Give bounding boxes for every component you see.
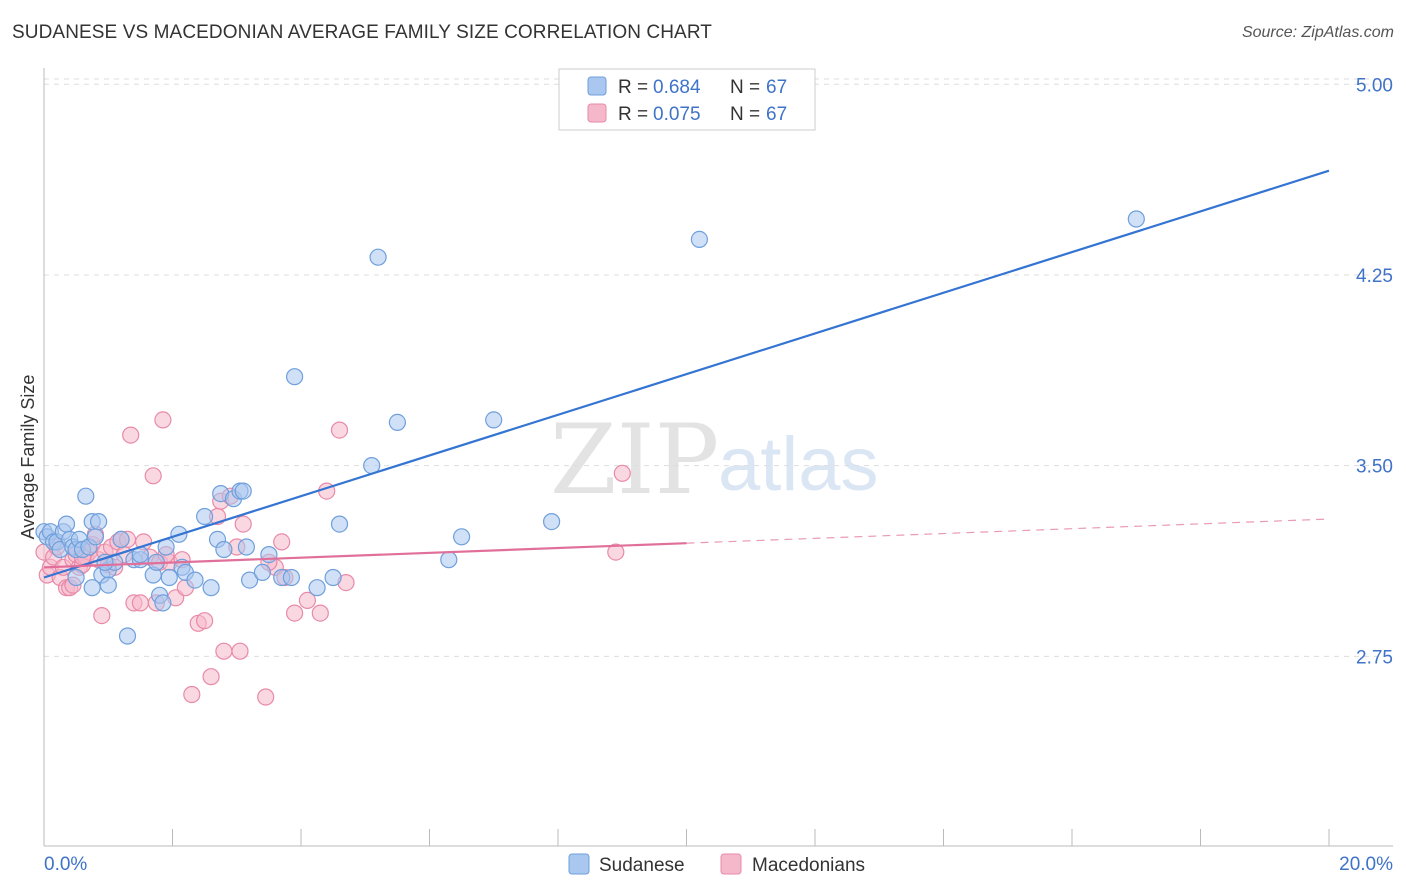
macedonians-point-61 xyxy=(607,543,625,561)
y-tick-label-3: 5.00 xyxy=(1356,75,1393,96)
legend-r-label-2: R = xyxy=(618,104,648,125)
macedonians-point-50 xyxy=(234,515,252,533)
x-ticks xyxy=(43,829,1330,846)
sudanese-point-7 xyxy=(57,515,76,533)
sudanese-point-64 xyxy=(215,540,233,559)
legend-swatch-macedonians xyxy=(587,103,607,123)
legend-n-label-1: N = xyxy=(730,77,760,98)
sudanese-point-62 xyxy=(1127,210,1145,228)
series-legend: Sudanese Macedonians xyxy=(568,853,865,876)
macedonians-point-42 xyxy=(196,612,214,630)
legend-r-value-2: 0.075 xyxy=(653,104,701,125)
trend-line-macedonians xyxy=(43,542,687,569)
gridlines xyxy=(44,78,1393,657)
sudanese-point-32 xyxy=(160,568,178,587)
watermark-zip: ZIP xyxy=(550,404,719,516)
legend-n-label-2: N = xyxy=(730,104,760,125)
sudanese-point-17 xyxy=(86,528,105,546)
sudanese-point-43 xyxy=(234,482,252,500)
sudanese-point-55 xyxy=(369,248,387,266)
x-tick-label-min: 0.0% xyxy=(44,854,87,875)
legend-r-label-1: R = xyxy=(618,77,648,98)
sudanese-point-14 xyxy=(77,487,95,505)
macedonians-point-40 xyxy=(183,685,201,704)
macedonians-point-49 xyxy=(231,642,249,660)
legend-n-value-2: 67 xyxy=(766,104,787,125)
sudanese-point-66 xyxy=(96,553,114,571)
legend-r-value-1: 0.684 xyxy=(653,77,701,98)
bottom-legend-swatch-sudanese xyxy=(568,853,590,875)
sudanese-point-50 xyxy=(286,368,304,386)
sudanese-point-45 xyxy=(241,571,259,589)
sudanese-point-36 xyxy=(186,571,204,589)
sudanese-point-51 xyxy=(308,579,326,597)
series-macedonians xyxy=(35,411,631,706)
macedonians-point-56 xyxy=(298,591,316,610)
sudanese-point-59 xyxy=(485,411,503,429)
macedonians-point-18 xyxy=(93,606,111,625)
sudanese-point-44 xyxy=(237,538,255,556)
macedonians-point-35 xyxy=(154,411,172,429)
macedonians-point-32 xyxy=(144,467,162,485)
sudanese-point-30 xyxy=(154,594,172,612)
legend-swatch-sudanese xyxy=(587,76,607,96)
sudanese-point-22 xyxy=(118,627,137,645)
legend-n-value-1: 67 xyxy=(766,77,787,98)
macedonians-point-29 xyxy=(131,594,149,612)
stats-legend: R = 0.684 N = 67 R = 0.075 N = 67 xyxy=(558,68,816,131)
macedonians-point-59 xyxy=(330,421,349,439)
sudanese-point-38 xyxy=(202,579,220,597)
macedonians-point-27 xyxy=(122,426,140,444)
trend-line-macedonians-extension xyxy=(686,518,1330,544)
macedonians-point-55 xyxy=(286,604,304,622)
sudanese-point-47 xyxy=(260,545,278,564)
y-tick-labels: 2.75 3.50 4.25 5.00 xyxy=(1356,75,1393,668)
sudanese-point-49 xyxy=(282,568,300,587)
y-axis-label: Average Family Size xyxy=(18,375,38,540)
y-tick-label-2: 4.25 xyxy=(1356,266,1393,287)
sudanese-point-65 xyxy=(112,530,130,549)
sudanese-point-21 xyxy=(99,576,117,594)
sudanese-point-57 xyxy=(440,551,458,569)
sudanese-point-37 xyxy=(196,507,214,526)
macedonians-point-43 xyxy=(202,668,220,686)
macedonians-point-46 xyxy=(215,642,233,660)
y-tick-label-0: 2.75 xyxy=(1356,647,1393,668)
chart-title: SUDANESE VS MACEDONIAN AVERAGE FAMILY SI… xyxy=(12,22,713,43)
macedonians-point-57 xyxy=(311,604,329,622)
sudanese-point-18 xyxy=(89,512,108,531)
trend-lines xyxy=(43,169,1330,579)
trend-line-sudanese xyxy=(43,169,1330,579)
sudanese-point-58 xyxy=(453,528,471,546)
macedonians-point-51 xyxy=(257,688,275,706)
macedonians-point-62 xyxy=(613,464,631,482)
sudanese-point-61 xyxy=(690,230,709,248)
sudanese-point-53 xyxy=(330,515,349,533)
bottom-legend-swatch-macedonians xyxy=(720,853,742,875)
bottom-legend-label-sudanese: Sudanese xyxy=(599,855,685,876)
y-tick-label-1: 3.50 xyxy=(1356,457,1393,478)
sudanese-point-63 xyxy=(83,579,101,597)
sudanese-point-60 xyxy=(542,512,561,531)
sudanese-point-46 xyxy=(253,563,271,582)
source-credit: Source: ZipAtlas.com xyxy=(1241,24,1394,41)
sudanese-point-10 xyxy=(67,568,85,587)
sudanese-point-52 xyxy=(324,568,342,587)
x-tick-label-max: 20.0% xyxy=(1339,854,1393,875)
watermark-atlas: atlas xyxy=(718,422,879,507)
sudanese-point-56 xyxy=(388,413,406,431)
bottom-legend-label-macedonians: Macedonians xyxy=(752,855,865,876)
macedonians-point-53 xyxy=(273,533,291,551)
